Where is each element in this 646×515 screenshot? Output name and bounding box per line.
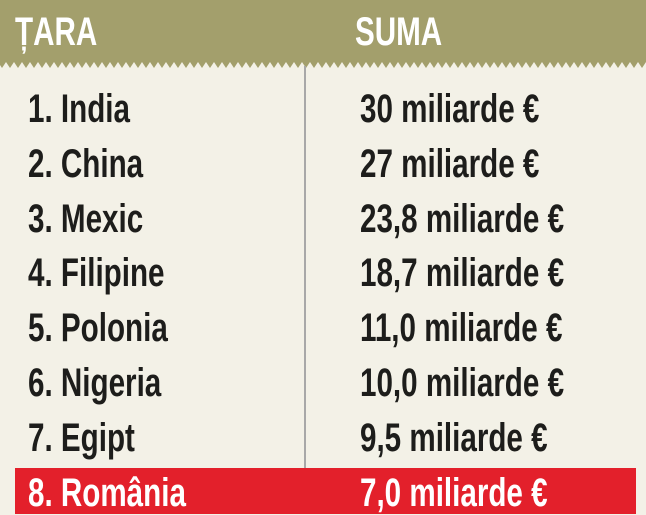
- country-cell: 7. Egipt: [28, 415, 135, 460]
- amount-cell: 9,5 miliarde €: [360, 415, 548, 460]
- amount-cell: 23,8 miliarde €: [360, 196, 565, 241]
- amount-cell: 18,7 miliarde €: [360, 251, 565, 296]
- amount-cell: 30 miliarde €: [360, 87, 540, 131]
- country-cell: 6. Nigeria: [28, 361, 162, 405]
- highlight-row: [15, 468, 636, 514]
- country-cell: 1. India: [28, 87, 130, 131]
- header-cell: ȚARA: [15, 10, 98, 54]
- amount-cell: 7,0 miliarde €: [360, 470, 548, 515]
- amount-cell: 11,0 miliarde €: [360, 306, 563, 351]
- amount-cell: 27 miliarde €: [360, 141, 540, 186]
- country-cell: 5. Polonia: [28, 306, 168, 351]
- header-cell: SUMA: [355, 10, 443, 54]
- amount-cell: 10,0 miliarde €: [360, 361, 565, 405]
- country-cell: 4. Filipine: [28, 251, 165, 296]
- country-cell: 8. România: [28, 470, 186, 515]
- country-cell: 2. China: [28, 141, 144, 186]
- country-cell: 3. Mexic: [28, 196, 144, 241]
- header-band: [0, 0, 646, 68]
